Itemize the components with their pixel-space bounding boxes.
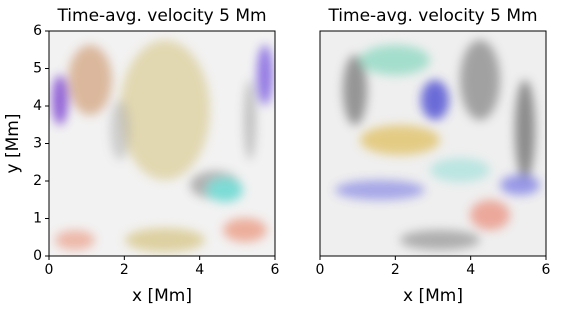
x-tick-label: 6 — [542, 262, 551, 278]
x-axis-label: x [Mm] — [403, 286, 463, 306]
y-axis-label: y [Mm] — [3, 114, 23, 174]
axes-frame — [319, 30, 547, 257]
x-axis-label: x [Mm] — [132, 286, 192, 306]
y-tick-label: 2 — [33, 173, 42, 189]
x-tick-label: 4 — [466, 262, 475, 278]
image-panel — [320, 31, 546, 256]
x-tick-label: 0 — [316, 262, 325, 278]
x-tick-label: 0 — [45, 262, 54, 278]
y-tick-label: 0 — [33, 248, 42, 264]
chart-title: Time-avg. velocity 5 Mm — [327, 6, 537, 26]
y-tick-label: 1 — [33, 211, 42, 227]
y-tick-label: 6 — [33, 23, 42, 39]
y-tick-label: 4 — [33, 98, 42, 114]
chart-title: Time-avg. velocity 5 Mm — [56, 6, 266, 26]
x-tick-label: 4 — [195, 262, 204, 278]
y-tick-label: 3 — [33, 136, 42, 152]
x-tick-label: 2 — [391, 262, 400, 278]
x-tick-label: 6 — [271, 262, 280, 278]
image-panel — [49, 31, 275, 256]
x-tick-label: 2 — [120, 262, 129, 278]
y-tick-label: 5 — [33, 61, 42, 77]
